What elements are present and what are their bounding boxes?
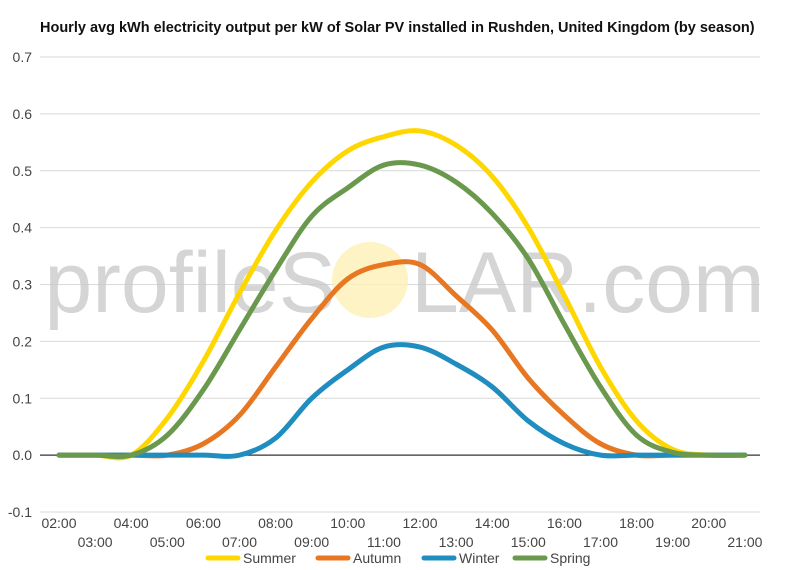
- watermark: profileS LAR.com: [44, 235, 764, 331]
- x-tick-label: 16:00: [547, 515, 582, 531]
- x-tick-label: 10:00: [330, 515, 365, 531]
- legend: Summer Autumn Winter Spring: [205, 550, 590, 566]
- x-tick-label: 18:00: [619, 515, 654, 531]
- series-line-winter: [56, 342, 748, 459]
- x-tick-label: 08:00: [258, 515, 293, 531]
- x-tick-label: 14:00: [475, 515, 510, 531]
- x-tick-label: 11:00: [367, 534, 401, 550]
- y-tick-label: 0.7: [13, 49, 33, 65]
- x-tick-label: 13:00: [439, 534, 474, 550]
- legend-label-autumn[interactable]: Autumn: [353, 550, 401, 566]
- series-line-spring: [56, 160, 748, 460]
- y-tick-label: 0.0: [13, 447, 33, 463]
- series-line-summer: [56, 128, 748, 461]
- x-tick-label: 03:00: [78, 534, 113, 550]
- x-tick-label: 15:00: [511, 534, 546, 550]
- x-tick-label: 20:00: [691, 515, 726, 531]
- legend-label-summer[interactable]: Summer: [243, 550, 296, 566]
- legend-label-spring[interactable]: Spring: [550, 550, 590, 566]
- chart-title: Hourly avg kWh electricity output per kW…: [40, 20, 755, 36]
- y-tick-label: 0.5: [13, 163, 33, 179]
- x-tick-label: 07:00: [222, 534, 257, 550]
- x-tick-label: 09:00: [294, 534, 329, 550]
- watermark-sun: [332, 242, 408, 318]
- series-lines: [56, 128, 748, 461]
- x-tick-label: 04:00: [114, 515, 149, 531]
- x-tick-label: 12:00: [402, 515, 437, 531]
- watermark-text-left: profileS: [44, 235, 336, 331]
- y-tick-label: 0.4: [13, 220, 33, 236]
- legend-label-winter[interactable]: Winter: [459, 550, 500, 566]
- x-axis: 02:0003:0004:0005:0006:0007:0008:0009:00…: [41, 515, 762, 550]
- x-tick-label: 06:00: [186, 515, 221, 531]
- y-tick-label: 0.6: [13, 106, 33, 122]
- y-tick-label: 0.3: [13, 277, 33, 293]
- x-tick-label: 17:00: [583, 534, 618, 550]
- y-tick-label: 0.2: [13, 333, 33, 349]
- x-tick-label: 19:00: [655, 534, 690, 550]
- x-tick-label: 05:00: [150, 534, 185, 550]
- x-tick-label: 21:00: [727, 534, 762, 550]
- x-tick-label: 02:00: [41, 515, 76, 531]
- y-axis: -0.1 0.0 0.1 0.2 0.3 0.4 0.5 0.6 0.7: [8, 49, 32, 520]
- watermark-text-right: LAR.com: [411, 235, 765, 331]
- y-tick-label: 0.1: [13, 390, 33, 406]
- y-tick-label: -0.1: [8, 504, 32, 520]
